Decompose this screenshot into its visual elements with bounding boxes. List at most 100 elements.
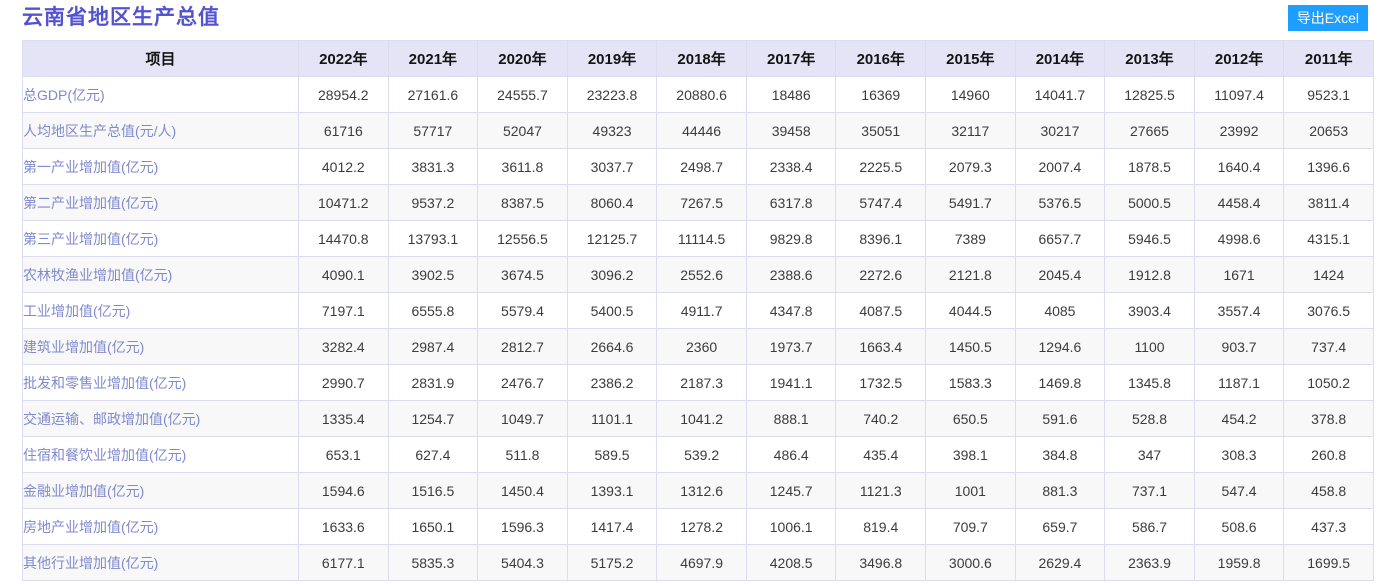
data-cell: 5175.2 — [566, 544, 658, 581]
data-cell: 1001 — [925, 472, 1016, 509]
data-cell: 659.7 — [1014, 508, 1106, 545]
data-cell: 653.1 — [298, 436, 389, 473]
data-cell: 8396.1 — [835, 220, 927, 257]
data-cell: 2225.5 — [835, 148, 927, 185]
data-cell: 1294.6 — [1014, 328, 1106, 365]
row-label: 批发和零售业增加值(亿元) — [22, 364, 299, 401]
row-label: 第一产业增加值(亿元) — [22, 148, 299, 185]
data-cell: 2831.9 — [387, 364, 479, 401]
data-cell: 1594.6 — [298, 472, 389, 509]
table-row: 交通运输、邮政增加值(亿元) 1335.4 1254.7 1049.7 1101.1 10… — [22, 400, 1374, 437]
data-cell: 1254.7 — [387, 400, 479, 437]
data-cell: 627.4 — [387, 436, 479, 473]
row-label: 房地产业增加值(亿元) — [22, 508, 299, 545]
data-cell: 18486 — [745, 76, 837, 113]
export-excel-button[interactable]: 导出Excel — [1287, 5, 1368, 31]
data-cell: 5000.5 — [1104, 184, 1195, 221]
data-cell: 4085 — [1014, 292, 1106, 329]
data-cell: 528.8 — [1104, 400, 1195, 437]
data-cell: 511.8 — [477, 436, 568, 473]
page-title: 云南省地区生产总值 — [22, 6, 220, 29]
data-cell: 14041.7 — [1014, 76, 1106, 113]
data-cell: 1650.1 — [387, 508, 479, 545]
data-cell: 9829.8 — [745, 220, 837, 257]
data-cell: 9537.2 — [387, 184, 479, 221]
data-cell: 7389 — [925, 220, 1016, 257]
data-cell: 44446 — [656, 112, 747, 149]
table-row: 建筑业增加值(亿元) 3282.4 2987.4 2812.7 2664.6 2360 19… — [22, 328, 1374, 365]
row-label: 住宿和餐饮业增加值(亿元) — [22, 436, 299, 473]
data-cell: 3496.8 — [835, 544, 927, 581]
data-cell: 3282.4 — [298, 328, 389, 365]
header-bar: 云南省地区生产总值 导出Excel — [0, 0, 1381, 40]
data-cell: 1583.3 — [925, 364, 1016, 401]
data-cell: 508.6 — [1193, 508, 1285, 545]
data-cell: 1732.5 — [835, 364, 927, 401]
data-cell: 384.8 — [1014, 436, 1106, 473]
data-cell: 1516.5 — [387, 472, 479, 509]
data-cell: 1450.4 — [477, 472, 568, 509]
data-cell: 4347.8 — [745, 292, 837, 329]
data-cell: 1699.5 — [1283, 544, 1374, 581]
column-header-year: 2015年 — [925, 40, 1016, 77]
data-cell: 3811.4 — [1283, 184, 1374, 221]
data-cell: 1049.7 — [477, 400, 568, 437]
data-cell: 10471.2 — [298, 184, 389, 221]
data-cell: 740.2 — [835, 400, 927, 437]
data-cell: 2664.6 — [566, 328, 658, 365]
data-cell: 888.1 — [745, 400, 837, 437]
data-cell: 2476.7 — [477, 364, 568, 401]
data-cell: 1101.1 — [566, 400, 658, 437]
data-cell: 4087.5 — [835, 292, 927, 329]
data-cell: 1345.8 — [1104, 364, 1195, 401]
data-cell: 1050.2 — [1283, 364, 1374, 401]
data-cell: 1596.3 — [477, 508, 568, 545]
data-cell: 1100 — [1104, 328, 1195, 365]
data-cell: 28954.2 — [298, 76, 389, 113]
data-cell: 5491.7 — [925, 184, 1016, 221]
data-cell: 1335.4 — [298, 400, 389, 437]
row-label: 工业增加值(亿元) — [22, 292, 299, 329]
data-cell: 1941.1 — [745, 364, 837, 401]
row-label: 人均地区生产总值(元/人) — [22, 112, 299, 149]
data-cell: 486.4 — [745, 436, 837, 473]
data-cell: 6657.7 — [1014, 220, 1106, 257]
data-cell: 2498.7 — [656, 148, 747, 185]
data-cell: 7197.1 — [298, 292, 389, 329]
column-header-year: 2018年 — [656, 40, 747, 77]
data-cell: 260.8 — [1283, 436, 1374, 473]
table-row: 第二产业增加值(亿元) 10471.2 9537.2 8387.5 8060.4 7267… — [22, 184, 1374, 221]
data-cell: 49323 — [566, 112, 658, 149]
data-cell: 12556.5 — [477, 220, 568, 257]
data-cell: 6555.8 — [387, 292, 479, 329]
column-header-year: 2016年 — [835, 40, 927, 77]
data-cell: 9523.1 — [1283, 76, 1374, 113]
data-cell: 1312.6 — [656, 472, 747, 509]
data-cell: 27161.6 — [387, 76, 479, 113]
data-cell: 2007.4 — [1014, 148, 1106, 185]
data-cell: 4090.1 — [298, 256, 389, 293]
data-cell: 1663.4 — [835, 328, 927, 365]
table-row: 第三产业增加值(亿元) 14470.8 13793.1 12556.5 12125.7 1… — [22, 220, 1374, 257]
data-cell: 881.3 — [1014, 472, 1106, 509]
column-header-year: 2011年 — [1283, 40, 1374, 77]
data-cell: 13793.1 — [387, 220, 479, 257]
table-row: 其他行业增加值(亿元) 6177.1 5835.3 5404.3 5175.2 4697.… — [22, 544, 1374, 581]
data-cell: 3037.7 — [566, 148, 658, 185]
data-cell: 737.1 — [1104, 472, 1195, 509]
data-cell: 2045.4 — [1014, 256, 1106, 293]
table-row: 批发和零售业增加值(亿元) 2990.7 2831.9 2476.7 2386.2 218… — [22, 364, 1374, 401]
row-label: 第三产业增加值(亿元) — [22, 220, 299, 257]
data-cell: 435.4 — [835, 436, 927, 473]
data-cell: 2121.8 — [925, 256, 1016, 293]
data-cell: 4458.4 — [1193, 184, 1285, 221]
data-cell: 24555.7 — [477, 76, 568, 113]
column-header-year: 2020年 — [477, 40, 568, 77]
data-cell: 12825.5 — [1104, 76, 1195, 113]
row-label: 金融业增加值(亿元) — [22, 472, 299, 509]
data-cell: 819.4 — [835, 508, 927, 545]
column-header-year: 2019年 — [566, 40, 658, 77]
column-header-year: 2022年 — [298, 40, 389, 77]
data-cell: 2363.9 — [1104, 544, 1195, 581]
